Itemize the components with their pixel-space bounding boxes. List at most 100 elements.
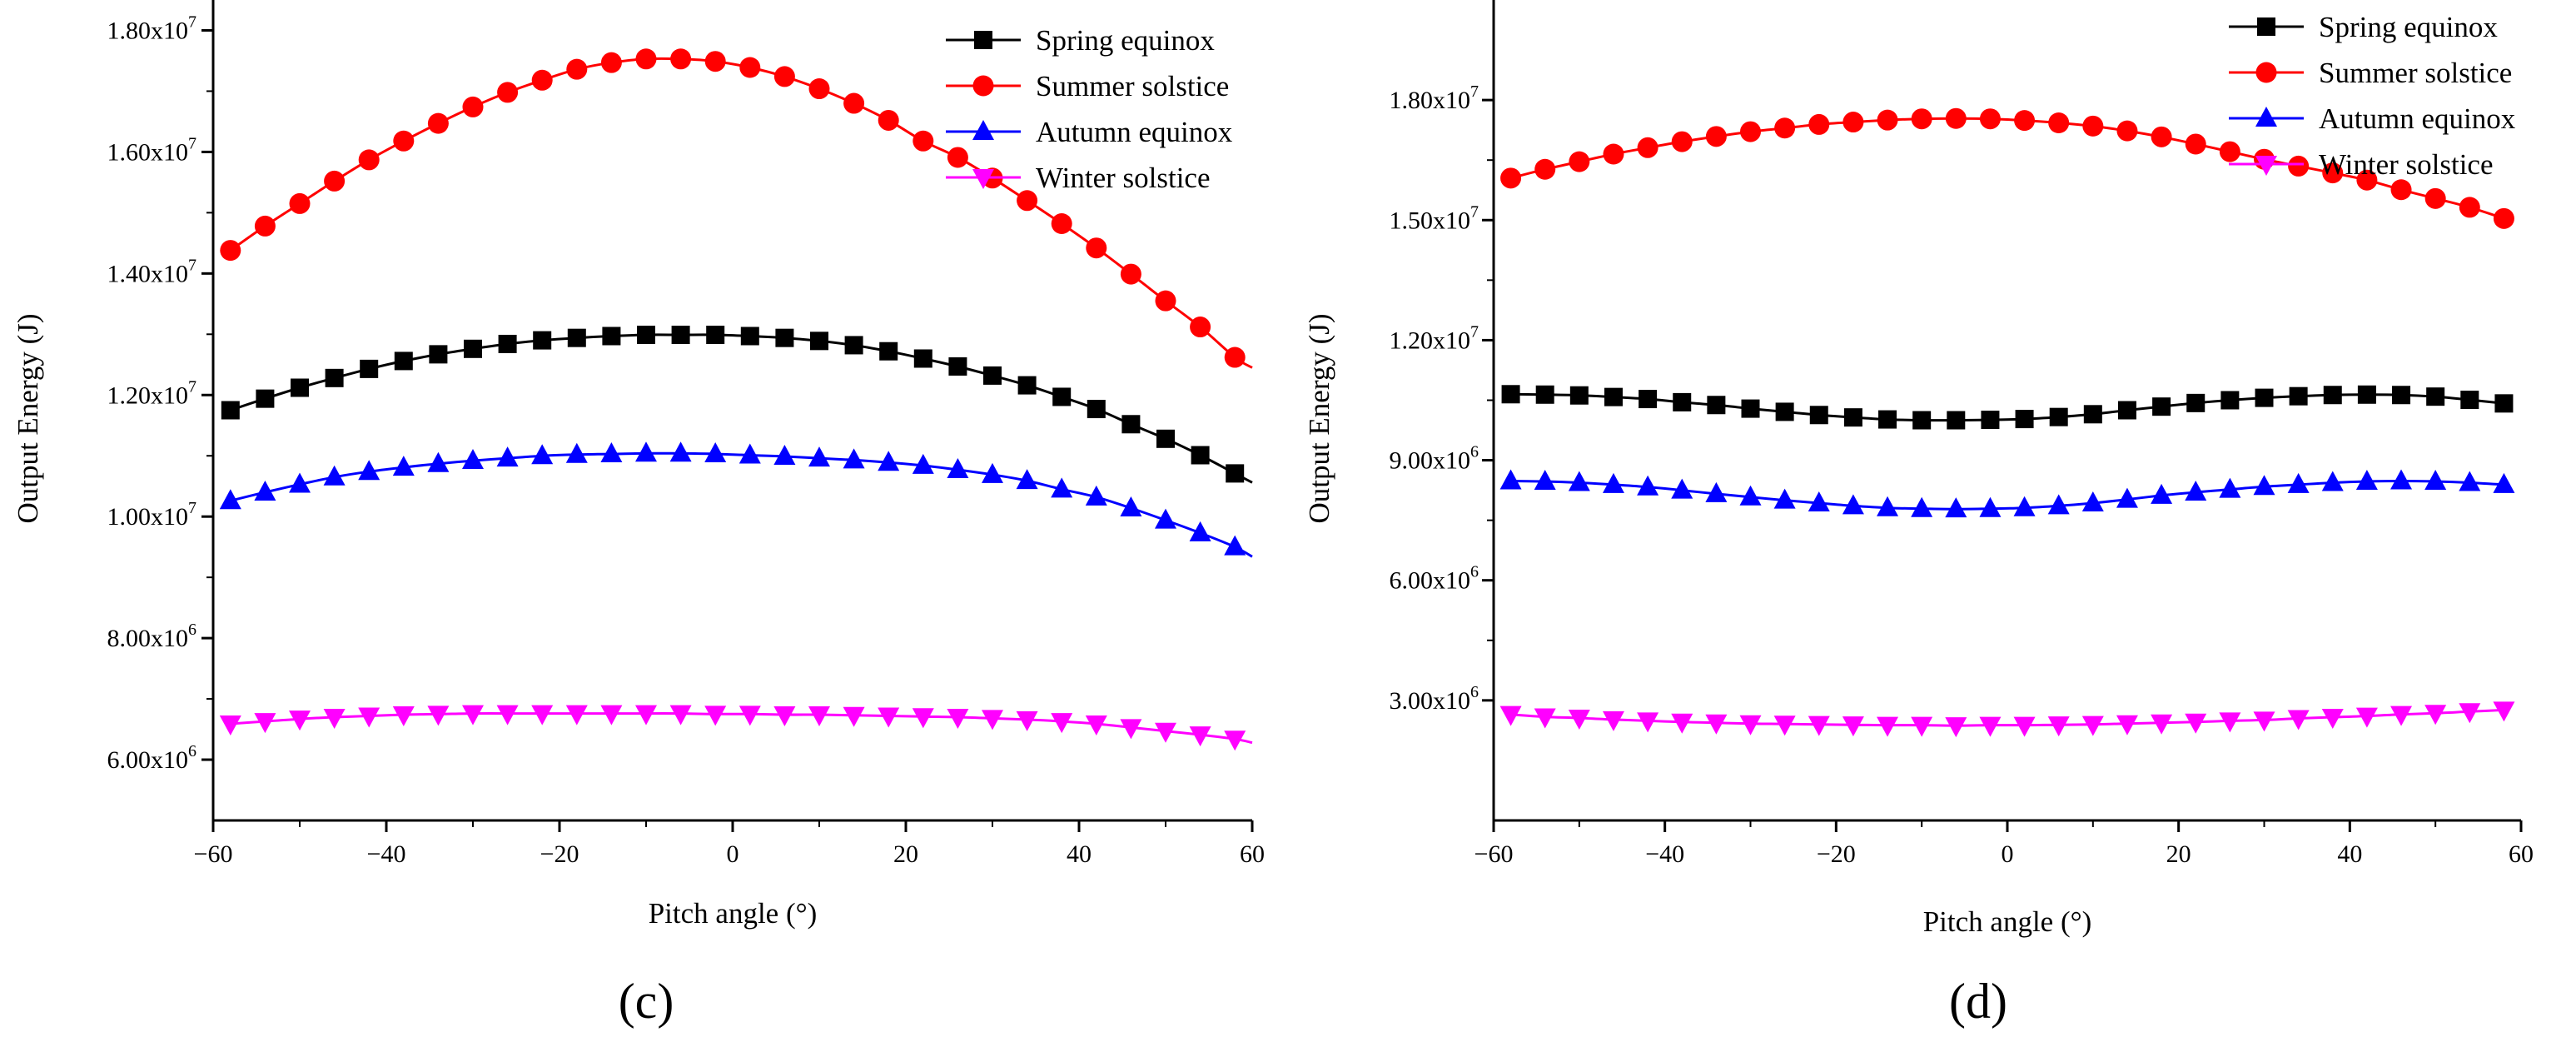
chart-d-series-winter-marker-6 xyxy=(1705,714,1728,735)
chart-c-series-spring-marker-19 xyxy=(879,342,898,361)
chart-d-series-spring-marker-6 xyxy=(1707,396,1726,415)
chart-c-series-spring-marker-18 xyxy=(844,336,863,355)
chart-d-series-summer-marker-26 xyxy=(2390,179,2412,201)
chart-c-series-summer-marker-20 xyxy=(913,130,934,152)
chart-d-series-winter-marker-17 xyxy=(2081,715,2104,736)
chart-d-series-autumn-marker-1 xyxy=(1534,470,1556,491)
chart-c-series-summer-marker-17 xyxy=(808,78,830,100)
chart-d-series-spring-marker-9 xyxy=(1809,406,1828,425)
chart-d-series-winter-marker-19 xyxy=(2151,714,2173,735)
chart-d-legend-label-spring: Spring equinox xyxy=(2319,11,2498,43)
chart-c-series-winter-marker-25 xyxy=(1085,715,1107,735)
chart-d-x-tick-label: 20 xyxy=(2166,840,2191,868)
chart-d-series-autumn-marker-29 xyxy=(2493,472,2515,493)
chart-d-series-autumn-marker-27 xyxy=(2424,470,2447,491)
chart-c-series-summer-marker-11 xyxy=(600,52,622,73)
chart-d-x-tick-label: −20 xyxy=(1817,840,1856,868)
chart-d-series-summer-marker-11 xyxy=(1877,109,1898,131)
chart-c-y-tick-mantissa: 1.40x10 xyxy=(107,260,189,287)
chart-d-series-spring-marker-15 xyxy=(2015,410,2034,429)
chart-c-series-winter-marker-12 xyxy=(635,705,657,725)
chart-c-y-tick-label: 1.60x107 xyxy=(107,134,197,166)
chart-d-y-tick-label: 9.00x106 xyxy=(1390,443,1479,475)
chart-d-legend-winter-marker-0 xyxy=(2255,156,2277,176)
chart-d-series-autumn-marker-21 xyxy=(2219,477,2241,498)
chart-c-series-winter-marker-23 xyxy=(1016,710,1038,731)
chart-d-series-winter-line xyxy=(1510,708,2504,727)
chart-d-legend-autumn-marker-0 xyxy=(2255,107,2277,127)
chart-d-series-spring-marker-19 xyxy=(2152,397,2171,416)
chart-c-series-spring-marker-12 xyxy=(637,326,655,345)
chart-d-series-autumn-marker-7 xyxy=(1739,485,1762,506)
chart-c-series-summer-marker-6 xyxy=(427,112,449,134)
chart-c-y-tick-mantissa: 1.00x10 xyxy=(107,503,189,531)
chart-d-series-autumn-marker-15 xyxy=(2013,496,2036,516)
chart-d-y-tick-label: 1.50x107 xyxy=(1390,202,1479,234)
chart-d-series-autumn-marker-17 xyxy=(2081,491,2104,511)
chart-d-series-summer-marker-2 xyxy=(1569,151,1590,172)
chart-c-legend-label-spring: Spring equinox xyxy=(1036,24,1215,57)
chart-d-series-autumn-marker-16 xyxy=(2047,494,2070,515)
chart-c-series-autumn-marker-9 xyxy=(531,444,554,465)
chart-c-series-summer-marker-9 xyxy=(531,69,553,91)
chart-d-series-autumn-marker-19 xyxy=(2151,483,2173,504)
chart-c-series-autumn-marker-6 xyxy=(427,451,450,472)
chart-panel-d: −60 −40 −20 0 20 40 603.00x1066.00x1069.00x106… xyxy=(1303,0,2534,1029)
chart-d-series-spring-marker-23 xyxy=(2289,386,2308,406)
chart-d-series-spring-marker-26 xyxy=(2392,386,2411,405)
chart-d-series-spring-marker-0 xyxy=(1501,385,1520,404)
chart-d-series-autumn-marker-11 xyxy=(1877,496,1899,516)
chart-d-legend-label-summer: Summer solstice xyxy=(2319,57,2512,89)
chart-d-series-autumn-marker-6 xyxy=(1705,481,1728,502)
chart-c-legend-label-winter: Winter solstice xyxy=(1036,162,1211,194)
chart-d-series-summer-marker-14 xyxy=(1979,108,2001,130)
chart-d-series-spring-marker-28 xyxy=(2460,391,2479,410)
chart-c-legend-winter-marker-0 xyxy=(972,169,994,189)
chart-d-series-spring-marker-21 xyxy=(2220,391,2240,410)
chart-d-series-summer-marker-24 xyxy=(2322,162,2344,184)
chart-d-series-autumn-marker-28 xyxy=(2459,471,2481,491)
chart-d-series-autumn-marker-25 xyxy=(2355,470,2378,491)
chart-c-series-autumn-marker-0 xyxy=(219,489,241,510)
chart-c-series-autumn-marker-15 xyxy=(738,443,761,464)
chart-d-series-summer-marker-19 xyxy=(2151,126,2172,147)
chart-c-series-winter-marker-22 xyxy=(982,710,1003,730)
chart-c-series-autumn-marker-23 xyxy=(1016,469,1038,490)
chart-d-y-tick-label: 3.00x106 xyxy=(1390,683,1479,715)
chart-c-series-autumn-marker-14 xyxy=(704,442,727,463)
chart-c-panel-label: (c) xyxy=(619,974,674,1029)
chart-c-series-spring-marker-22 xyxy=(983,366,1002,385)
chart-d-series-autumn-marker-3 xyxy=(1602,472,1624,493)
chart-c-series-autumn-marker-25 xyxy=(1085,485,1107,506)
chart-c-series-summer-marker-27 xyxy=(1155,290,1176,312)
chart-d-series-autumn-marker-2 xyxy=(1568,471,1590,491)
chart-c-series-autumn-marker-21 xyxy=(947,458,969,479)
chart-d-series-winter-marker-11 xyxy=(1877,716,1899,737)
chart-d-series-spring-marker-3 xyxy=(1604,387,1623,406)
chart-c-series-winter-marker-1 xyxy=(254,713,276,734)
chart-c-series-summer-marker-18 xyxy=(843,92,865,114)
chart-d-series-spring-marker-13 xyxy=(1947,411,1966,430)
chart-d-y-axis-title: Output Energy (J) xyxy=(1303,313,1335,523)
chart-c-series-autumn-marker-4 xyxy=(358,460,380,481)
chart-c-series-spring-marker-25 xyxy=(1087,400,1106,419)
chart-d-series-spring-marker-5 xyxy=(1673,392,1692,411)
chart-d-series-spring-marker-2 xyxy=(1569,386,1589,405)
chart-c-y-tick-label: 1.20x107 xyxy=(107,377,197,409)
chart-d-series-winter-marker-12 xyxy=(1911,716,1933,737)
chart-c-series-winter-marker-8 xyxy=(496,705,519,725)
chart-d-series-summer-marker-10 xyxy=(1842,112,1864,133)
chart-c-y-tick-exponent: 6 xyxy=(188,742,196,760)
chart-d-y-tick-mantissa: 1.80x10 xyxy=(1390,87,1471,114)
chart-c-x-axis-title: Pitch angle (°) xyxy=(649,897,818,930)
chart-d-series-winter-marker-29 xyxy=(2493,701,2515,722)
chart-d-series-winter-marker-24 xyxy=(2321,709,2344,730)
chart-c-series-autumn-marker-18 xyxy=(843,448,865,469)
chart-d-series-summer-marker-21 xyxy=(2219,141,2240,162)
chart-c-y-tick-mantissa: 1.80x10 xyxy=(107,17,189,44)
chart-d-x-tick-label: −40 xyxy=(1645,840,1684,868)
chart-c-y-tick-label: 8.00x106 xyxy=(107,621,197,652)
chart-d-series-spring-marker-1 xyxy=(1535,385,1554,404)
chart-d-series-winter-marker-27 xyxy=(2424,705,2447,725)
